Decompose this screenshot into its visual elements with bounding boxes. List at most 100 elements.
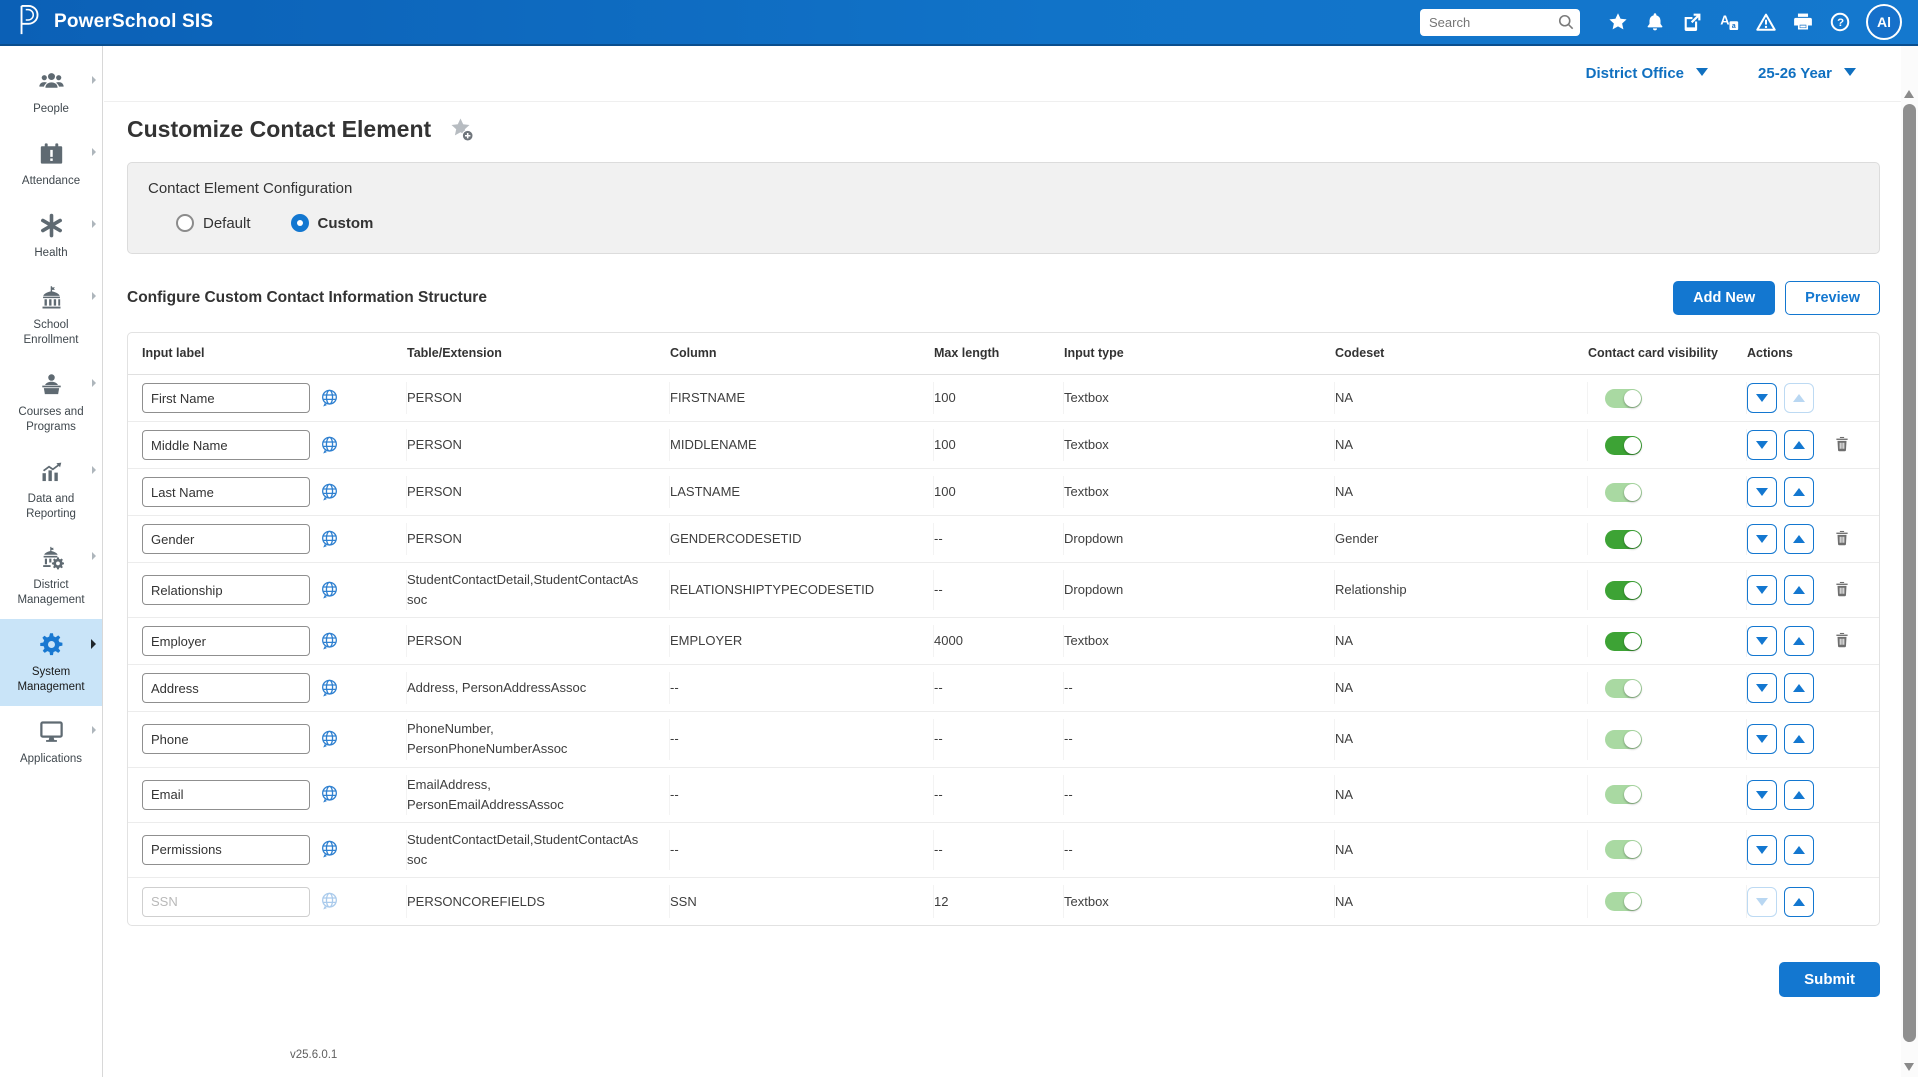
input-label-field[interactable] [142,779,310,810]
year-selector[interactable]: 25-26 Year [1758,65,1856,82]
input-label-field[interactable] [142,673,310,704]
move-down-button[interactable] [1747,524,1777,554]
sidebar-item-people[interactable]: People [0,56,102,128]
move-up-button[interactable] [1784,626,1814,657]
delete-row-button[interactable] [1832,579,1852,601]
move-down-button[interactable] [1747,724,1777,755]
input-label-field[interactable] [142,724,310,755]
input-label-field[interactable] [142,834,310,865]
submit-button[interactable]: Submit [1779,962,1880,998]
move-down-button[interactable] [1747,477,1777,507]
radio-checked-icon[interactable] [290,214,309,232]
avatar[interactable]: Al [1866,4,1902,40]
sidebar-item-health[interactable]: Health [0,200,102,272]
translate-bubble-icon[interactable] [319,580,340,601]
contact-card-visibility-toggle[interactable] [1605,435,1642,455]
contact-card-visibility-toggle[interactable] [1605,580,1642,600]
add-new-button[interactable]: Add New [1673,281,1776,315]
input-label-field[interactable] [142,575,310,606]
translate-bubble-icon[interactable] [319,839,340,860]
translate-bubble-icon[interactable] [319,482,340,503]
contact-card-visibility-toggle[interactable] [1605,678,1642,698]
sidebar-item-attendance[interactable]: Attendance [0,128,102,200]
warning-icon[interactable] [1754,10,1778,34]
translate-bubble-icon[interactable] [319,435,340,456]
brand[interactable]: PowerSchool SIS [16,4,213,41]
delete-row-button[interactable] [1832,434,1852,456]
move-down-button[interactable] [1747,834,1777,865]
translate-bubble-icon[interactable] [319,729,340,750]
input-label-field[interactable] [142,477,310,507]
move-up-button[interactable] [1784,477,1814,507]
help-icon[interactable]: ? [1828,10,1852,34]
delete-row-button[interactable] [1832,630,1852,652]
move-down-button[interactable] [1747,383,1777,413]
input-label-field[interactable] [142,383,310,413]
move-up-button[interactable] [1784,834,1814,865]
radio-option-default[interactable]: Default [176,214,251,232]
contact-card-visibility-toggle[interactable] [1605,729,1642,749]
translate-bubble-icon[interactable] [319,678,340,699]
contact-card-visibility-toggle[interactable] [1605,388,1642,408]
move-up-button[interactable] [1784,779,1814,810]
preview-button[interactable]: Preview [1785,281,1880,315]
visibility-cell [1588,625,1747,658]
bell-icon[interactable] [1643,10,1667,34]
move-up-button[interactable] [1784,524,1814,554]
school-selector[interactable]: District Office [1586,65,1709,82]
move-up-button[interactable] [1784,886,1814,917]
translate-bubble-icon[interactable] [319,784,340,805]
contact-card-visibility-toggle[interactable] [1605,840,1642,860]
vertical-scrollbar[interactable] [1901,46,1918,1077]
move-up-button[interactable] [1784,673,1814,704]
star-icon[interactable] [1606,10,1630,34]
sidebar-item-data-and-reporting[interactable]: Data and Reporting [0,446,102,533]
contact-card-visibility-toggle[interactable] [1605,482,1642,502]
move-down-button[interactable] [1747,430,1777,460]
compose-icon[interactable] [1680,10,1704,34]
add-favorite-star-icon[interactable] [449,117,475,143]
svg-text:a: a [1732,23,1736,30]
chevron-right-icon [92,291,96,300]
column-cell: -- [670,774,934,815]
contact-card-visibility-toggle[interactable] [1605,785,1642,805]
sidebar-item-applications[interactable]: Applications [0,706,102,778]
printer-icon[interactable] [1791,10,1815,34]
radio-option-custom[interactable]: Custom [290,214,373,232]
move-down-button[interactable] [1747,886,1777,917]
move-up-button[interactable] [1784,724,1814,755]
column-header-input-type: Input type [1064,345,1124,360]
input-label-field[interactable] [142,430,310,460]
people-icon [38,68,65,95]
scroll-down-arrow-icon[interactable] [1904,1063,1914,1071]
move-up-button[interactable] [1784,383,1814,413]
move-down-button[interactable] [1747,575,1777,606]
translate-bubble-icon[interactable] [319,631,340,652]
translate-bubble-icon[interactable] [319,529,340,550]
move-down-button[interactable] [1747,779,1777,810]
radio-unchecked-icon[interactable] [176,214,194,232]
contact-card-visibility-toggle[interactable] [1605,892,1642,912]
input-label-field[interactable] [142,626,310,657]
contact-card-visibility-toggle[interactable] [1605,631,1642,651]
move-down-button[interactable] [1747,626,1777,657]
search-icon[interactable] [1556,12,1576,32]
codeset-cell: NA [1335,625,1588,658]
delete-row-button[interactable] [1832,528,1852,550]
sidebar-item-school-enrollment[interactable]: School Enrollment [0,272,102,359]
scrollbar-thumb[interactable] [1903,104,1916,1042]
translate-bubble-icon[interactable] [319,891,340,912]
scroll-up-arrow-icon[interactable] [1904,90,1914,98]
translate-bubble-icon[interactable] [319,388,340,409]
sidebar-item-courses-and-programs[interactable]: Courses and Programs [0,359,102,446]
move-up-button[interactable] [1784,575,1814,606]
input-label-field[interactable] [142,524,310,554]
sidebar-item-system-management[interactable]: System Management [0,619,102,707]
input-label-field[interactable] [142,886,310,917]
move-down-button[interactable] [1747,673,1777,704]
move-up-button[interactable] [1784,430,1814,460]
contact-card-visibility-toggle[interactable] [1605,529,1642,549]
search-input[interactable] [1420,8,1580,36]
sidebar-item-district-management[interactable]: District Management [0,532,102,619]
